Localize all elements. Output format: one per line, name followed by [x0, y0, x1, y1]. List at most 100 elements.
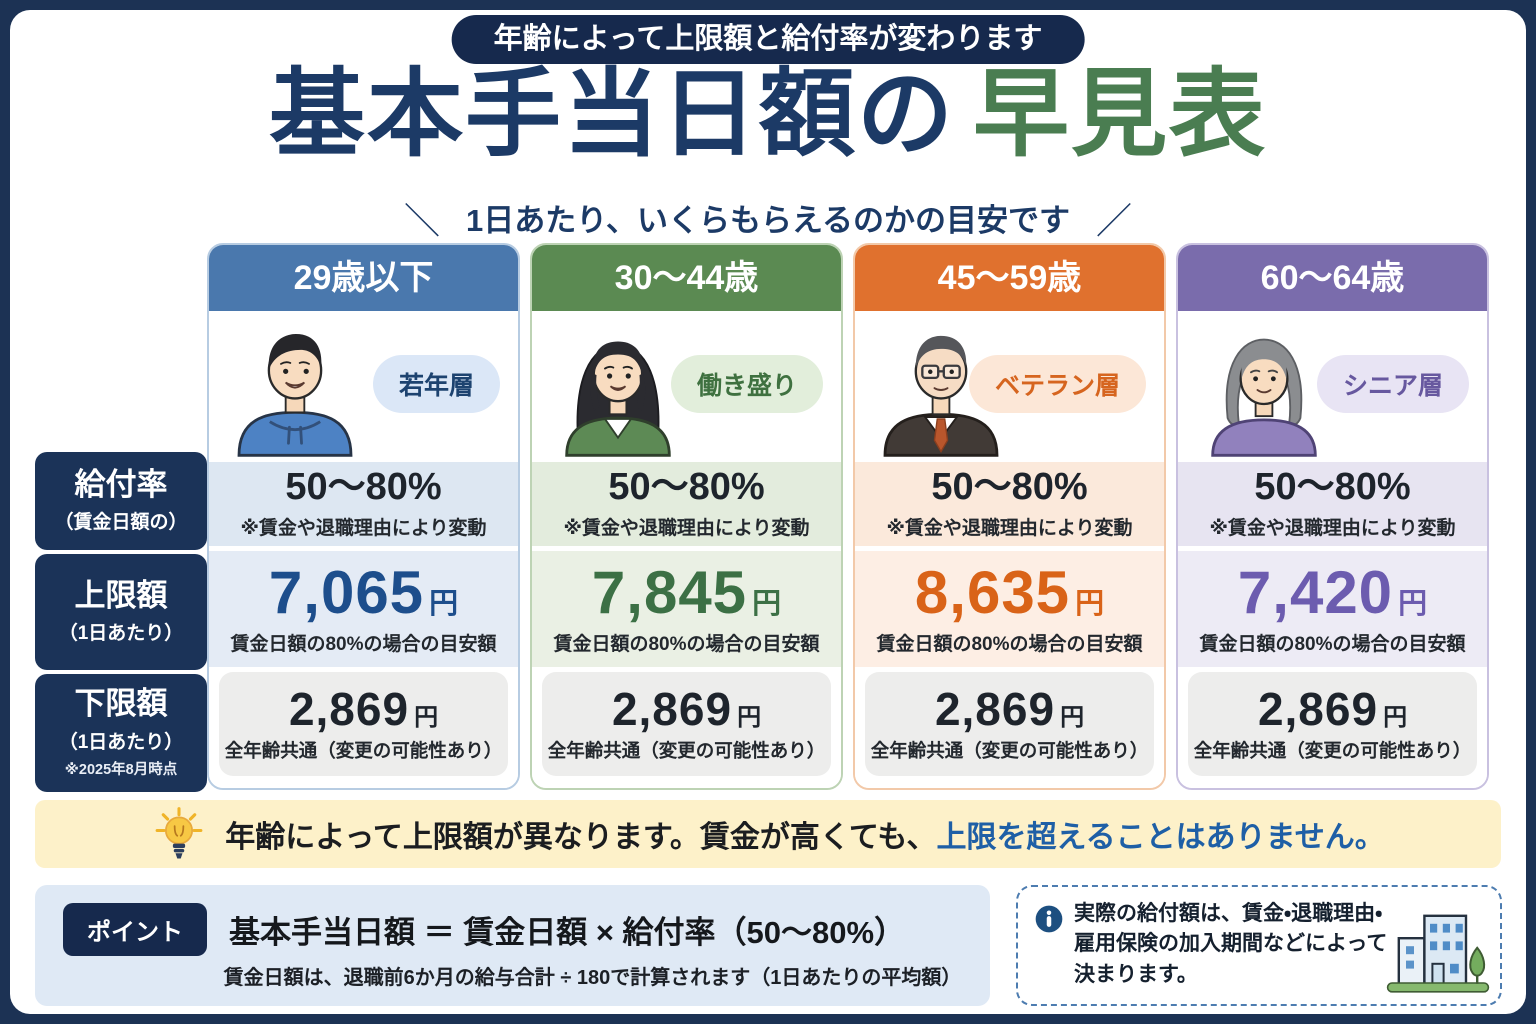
notice-text: 年齢によって上限額が異なります。賃金が高くても、: [225, 821, 937, 854]
notice-banner: 年齢によって上限額が異なります。賃金が高くても、上限を超えることはありません。: [35, 800, 1501, 868]
benefit-rate-cell: 50〜80% ※賃金や退職理由により変動: [532, 462, 841, 546]
benefit-rate-note: ※賃金や退職理由により変動: [563, 518, 810, 540]
subtitle-text: 1日あたり、いくらもらえるのかの目安です: [465, 203, 1071, 238]
upper-limit-unit: 円: [1075, 587, 1105, 620]
office-building-icon: [1386, 914, 1490, 993]
info-icon: [1035, 905, 1063, 933]
lower-limit-unit: 円: [1060, 703, 1085, 731]
row-label-sub: （1日あたり）: [58, 731, 184, 753]
upper-limit-amount: 8,635: [914, 558, 1071, 626]
avatar-zone: シニア層: [1178, 311, 1487, 457]
upper-limit-note: 賃金日額の80%の場合の目安額: [876, 633, 1143, 655]
benefit-rate-cell: 50〜80% ※賃金や退職理由により変動: [855, 462, 1164, 546]
lower-limit-cell: 2,869 円 全年齢共通（変更の可能性あり）: [209, 672, 518, 788]
young-man-avatar-icon: [237, 334, 353, 457]
avatar-zone: 若年層: [209, 311, 518, 457]
lightbulb-icon: [155, 807, 203, 859]
upper-limit-cell: 7,845 円 賃金日額の80%の場合の目安額: [532, 551, 841, 667]
age-column-header: 60〜64歳: [1178, 245, 1487, 311]
benefit-rate-value: 50〜80%: [1254, 465, 1411, 508]
lower-limit-note: 全年齢共通（変更の可能性あり）: [1193, 739, 1472, 761]
avatar-zone: ベテラン層: [855, 311, 1164, 457]
benefit-rate-note: ※賃金や退職理由により変動: [1209, 518, 1456, 540]
avatar-zone: 働き盛り: [532, 311, 841, 457]
lower-limit-amount: 2,869: [1257, 682, 1379, 735]
benefit-rate-value: 50〜80%: [608, 465, 765, 508]
row-label-note: ※2025年8月時点: [64, 761, 178, 778]
lower-limit-card: 2,869 円 全年齢共通（変更の可能性あり）: [219, 672, 508, 776]
upper-limit-amount: 7,065: [268, 558, 425, 626]
benefit-rate-note: ※賃金や退職理由により変動: [240, 518, 487, 540]
row-label-upper-limit: 上限額 （1日あたり）: [35, 554, 207, 670]
subtitle-slash-left: ＼: [403, 200, 440, 241]
upper-limit-cell: 7,420 円 賃金日額の80%の場合の目安額: [1178, 551, 1487, 667]
upper-limit-amount: 7,845: [591, 558, 748, 626]
upper-limit-unit: 円: [1398, 587, 1428, 620]
lower-limit-card: 2,869 円 全年齢共通（変更の可能性あり）: [865, 672, 1154, 776]
working-woman-avatar-icon: [565, 341, 671, 457]
age-group-badge: シニア層: [1316, 355, 1469, 413]
age-column-60-64: 60〜64歳 シニア層 50〜80% ※賃金や退職理由により変動: [1176, 243, 1489, 790]
benefit-formula: 基本手当日額 ＝ 賃金日額 × 給付率（50〜80%）: [229, 915, 906, 950]
lower-limit-note: 全年齢共通（変更の可能性あり）: [224, 739, 503, 761]
subtitle-slash-right: ／: [1096, 200, 1133, 241]
upper-limit-note: 賃金日額の80%の場合の目安額: [553, 633, 820, 655]
benefit-rate-value: 50〜80%: [931, 465, 1088, 508]
benefit-formula-note: 賃金日額は、退職前6か月の給与合計 ÷ 180で計算されます（1日あたりの平均額…: [223, 967, 962, 989]
info-line: 雇用保険の加入期間などによって: [1074, 932, 1388, 956]
benefit-rate-cell: 50〜80% ※賃金や退職理由により変動: [209, 462, 518, 546]
lower-limit-amount: 2,869: [611, 682, 733, 735]
lower-limit-amount: 2,869: [934, 682, 1056, 735]
age-column-header: 29歳以下: [209, 245, 518, 311]
row-label-lower-limit: 下限額 （1日あたり） ※2025年8月時点: [35, 674, 207, 792]
row-label-title: 給付率: [74, 466, 168, 502]
upper-limit-cell: 7,065 円 賃金日額の80%の場合の目安額: [209, 551, 518, 667]
lower-limit-unit: 円: [737, 703, 762, 731]
notice-text-highlight: 上限を超えることはありません。: [936, 821, 1385, 854]
benefit-rate-note: ※賃金や退職理由により変動: [886, 518, 1133, 540]
page-title-accent: 早見表: [973, 61, 1267, 168]
benefit-rate-value: 50〜80%: [285, 465, 442, 508]
age-group-badge: 働き盛り: [670, 355, 823, 413]
lower-limit-cell: 2,869 円 全年齢共通（変更の可能性あり）: [855, 672, 1164, 788]
point-box: ポイント 基本手当日額 ＝ 賃金日額 × 給付率（50〜80%） 賃金日額は、退…: [35, 885, 990, 1006]
lower-limit-unit: 円: [414, 703, 439, 731]
age-group-badge: 若年層: [372, 355, 500, 413]
lower-limit-note: 全年齢共通（変更の可能性あり）: [870, 739, 1149, 761]
senior-woman-avatar-icon: [1211, 338, 1317, 457]
veteran-man-avatar-icon: [883, 335, 999, 457]
age-column-header: 30〜44歳: [532, 245, 841, 311]
row-label-title: 上限額: [74, 577, 168, 613]
row-label-benefit-rate: 給付率 （賃金日額の）: [35, 452, 207, 550]
row-label-sub: （賃金日額の）: [54, 512, 188, 534]
info-text: 実際の給付額は、賃金・退職理由・ 雇用保険の加入期間などによって 決まります。: [1074, 899, 1424, 990]
upper-limit-unit: 円: [429, 587, 459, 620]
age-column-header: 45〜59歳: [855, 245, 1164, 311]
age-column-45-59: 45〜59歳 ベテラン層 50〜80%: [853, 243, 1166, 790]
info-line: 決まります。: [1074, 962, 1198, 986]
info-box: 実際の給付額は、賃金・退職理由・ 雇用保険の加入期間などによって 決まります。: [1016, 885, 1502, 1006]
lower-limit-card: 2,869 円 全年齢共通（変更の可能性あり）: [542, 672, 831, 776]
upper-limit-cell: 8,635 円 賃金日額の80%の場合の目安額: [855, 551, 1164, 667]
lower-limit-card: 2,869 円 全年齢共通（変更の可能性あり）: [1188, 672, 1477, 776]
infographic-canvas: 年齢によって上限額と給付率が変わります 基本手当日額の 早見表 ＼ 1日あたり、いく…: [10, 10, 1526, 1014]
age-column-30-44: 30〜44歳 働き盛り 5: [530, 243, 843, 790]
point-badge: ポイント: [63, 903, 207, 956]
page-title-main: 基本手当日額の: [269, 61, 955, 168]
lower-limit-note: 全年齢共通（変更の可能性あり）: [547, 739, 826, 761]
upper-limit-amount: 7,420: [1237, 558, 1394, 626]
top-badge: 年齢によって上限額と給付率が変わります: [451, 15, 1085, 64]
lower-limit-cell: 2,869 円 全年齢共通（変更の可能性あり）: [1178, 672, 1487, 788]
lower-limit-cell: 2,869 円 全年齢共通（変更の可能性あり）: [532, 672, 841, 788]
age-column-under-29: 29歳以下 若年層 50〜80%: [207, 243, 520, 790]
upper-limit-note: 賃金日額の80%の場合の目安額: [1199, 633, 1466, 655]
row-label-sub: （1日あたり）: [58, 623, 184, 645]
benefit-rate-cell: 50〜80% ※賃金や退職理由により変動: [1178, 462, 1487, 546]
info-line: 実際の給付額は、賃金・退職理由・: [1074, 902, 1383, 925]
age-group-badge: ベテラン層: [968, 355, 1146, 413]
upper-limit-unit: 円: [752, 587, 782, 620]
row-label-title: 下限額: [74, 686, 168, 722]
upper-limit-note: 賃金日額の80%の場合の目安額: [230, 633, 497, 655]
lower-limit-amount: 2,869: [288, 682, 410, 735]
